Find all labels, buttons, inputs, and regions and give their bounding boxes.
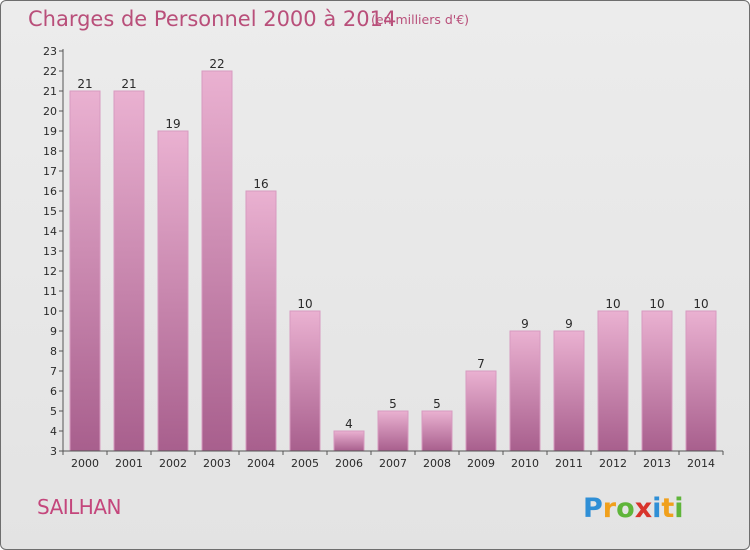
x-tick-label-2004: 2004 (247, 457, 275, 470)
x-tick-label-2001: 2001 (115, 457, 143, 470)
x-tick-label-2011: 2011 (555, 457, 583, 470)
chart-title: Charges de Personnel 2000 à 2014 (28, 7, 397, 31)
y-tick-label-9: 9 (50, 325, 57, 338)
bar-2007 (377, 410, 409, 452)
svg-text:Proxiti: Proxiti (583, 493, 684, 524)
proxiti-logo: Proxiti (583, 493, 684, 524)
bar-2003 (201, 70, 233, 452)
y-tick-label-12: 12 (43, 265, 57, 278)
data-label-2001: 21 (121, 77, 136, 91)
bar-2014 (685, 310, 717, 452)
place-name: SAILHAN (37, 495, 121, 519)
x-tick-label-2012: 2012 (599, 457, 627, 470)
x-tick-label-2003: 2003 (203, 457, 231, 470)
y-tick-label-7: 7 (50, 365, 57, 378)
y-tick-label-6: 6 (50, 385, 57, 398)
y-tick-label-22: 22 (43, 65, 57, 78)
bar-2012 (597, 310, 629, 452)
data-label-2013: 10 (649, 297, 664, 311)
data-label-2012: 10 (605, 297, 620, 311)
data-label-2000: 21 (77, 77, 92, 91)
bar-2005 (289, 310, 321, 452)
y-tick-label-18: 18 (43, 145, 57, 158)
data-label-2009: 7 (477, 357, 485, 371)
y-tick-label-4: 4 (50, 425, 57, 438)
y-tick-label-8: 8 (50, 345, 57, 358)
data-label-2004: 16 (253, 177, 268, 191)
x-tick-label-2006: 2006 (335, 457, 363, 470)
y-tick-label-10: 10 (43, 305, 57, 318)
axes-group: 2000 2001 2002 2003 2004 2005 2006 2007 2008 2009… (43, 45, 724, 470)
bar-2008 (421, 410, 453, 452)
x-tick-label-2007: 2007 (379, 457, 407, 470)
y-tick-label-5: 5 (50, 405, 57, 418)
y-tick-label-19: 19 (43, 125, 57, 138)
bar-2000 (69, 90, 101, 452)
data-label-2014: 10 (693, 297, 708, 311)
data-label-2007: 5 (389, 397, 397, 411)
x-tick-label-2014: 2014 (687, 457, 715, 470)
data-label-2003: 22 (209, 57, 224, 71)
y-tick-label-21: 21 (43, 85, 57, 98)
y-tick-label-16: 16 (43, 185, 57, 198)
y-tick-label-14: 14 (43, 225, 57, 238)
x-tick-label-2010: 2010 (511, 457, 539, 470)
bars-group: 21 21 19 22 16 10 4 5 5 7 9 9 10 10 10 (69, 57, 717, 452)
y-tick-label-11: 11 (43, 285, 57, 298)
x-tick-label-2000: 2000 (71, 457, 99, 470)
data-label-2008: 5 (433, 397, 441, 411)
data-label-2011: 9 (565, 317, 573, 331)
y-tick-label-17: 17 (43, 165, 57, 178)
y-tick-label-20: 20 (43, 105, 57, 118)
x-tick-label-2009: 2009 (467, 457, 495, 470)
y-tick-label-13: 13 (43, 245, 57, 258)
bar-2013 (641, 310, 673, 452)
bar-2011 (553, 330, 585, 452)
y-tick-label-23: 23 (43, 45, 57, 58)
x-tick-label-2013: 2013 (643, 457, 671, 470)
bar-2010 (509, 330, 541, 452)
x-tick-label-2008: 2008 (423, 457, 451, 470)
y-tick-label-15: 15 (43, 205, 57, 218)
x-tick-label-2002: 2002 (159, 457, 187, 470)
bar-2006 (333, 430, 365, 452)
data-label-2002: 19 (165, 117, 180, 131)
data-label-2006: 4 (345, 417, 353, 431)
bar-2009 (465, 370, 497, 452)
x-tick-label-2005: 2005 (291, 457, 319, 470)
bar-2004 (245, 190, 277, 452)
y-tick-label-3: 3 (50, 445, 57, 458)
bar-2001 (113, 90, 145, 452)
data-label-2005: 10 (297, 297, 312, 311)
bar-2002 (157, 130, 189, 452)
chart-unit: (en milliers d'€) (371, 12, 470, 27)
data-label-2010: 9 (521, 317, 529, 331)
